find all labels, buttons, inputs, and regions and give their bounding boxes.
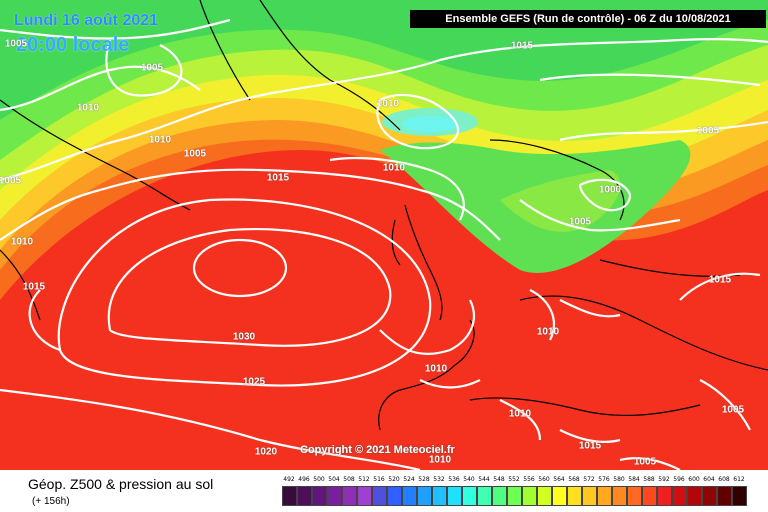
- scale-tick-label: 596: [673, 476, 685, 483]
- isobar-label: 1005: [696, 125, 720, 137]
- isobar-label: 1010: [148, 134, 172, 146]
- scale-color-box: [717, 486, 732, 506]
- isobar-label: 1000: [598, 184, 622, 196]
- isobar-label: 1015: [708, 274, 732, 286]
- scale-color-box: [417, 486, 432, 506]
- scale-tick-label: 516: [373, 476, 385, 483]
- scale-color-box: [567, 486, 582, 506]
- scale-tick-label: 560: [538, 476, 550, 483]
- scale-color-box: [492, 486, 507, 506]
- isobar-label: 1010: [376, 98, 400, 110]
- isobar-label: 1015: [266, 172, 290, 184]
- isobar-label: 1010: [536, 326, 560, 338]
- map-canvas: [0, 0, 768, 470]
- lead-time: (+ 156h): [32, 496, 70, 507]
- scale-color-box: [327, 486, 342, 506]
- scale-tick-label: 536: [448, 476, 460, 483]
- isobar-label: 1015: [578, 440, 602, 452]
- scale-tick-label: 600: [688, 476, 700, 483]
- scale-tick-label: 612: [733, 476, 745, 483]
- isobar-label: 1020: [254, 446, 278, 458]
- scale-color-box: [402, 486, 417, 506]
- isobar-label: 1010: [424, 363, 448, 375]
- isobar-label: 1010: [508, 408, 532, 420]
- copyright-notice: Copyright © 2021 Meteociel.fr: [300, 444, 455, 456]
- scale-color-box: [597, 486, 612, 506]
- scale-color-box: [342, 486, 357, 506]
- scale-tick-label: 556: [523, 476, 535, 483]
- isobar-label: 1005: [568, 216, 592, 228]
- scale-color-box: [522, 486, 537, 506]
- isobar-label: 1030: [232, 331, 256, 343]
- isobar-label: 1015: [510, 40, 534, 52]
- scale-color-box: [552, 486, 567, 506]
- scale-tick-label: 580: [613, 476, 625, 483]
- scale-tick-label: 576: [598, 476, 610, 483]
- scale-color-box: [447, 486, 462, 506]
- scale-color-box: [687, 486, 702, 506]
- scale-color-box: [387, 486, 402, 506]
- isobar-label: 1010: [76, 102, 100, 114]
- scale-color-box: [432, 486, 447, 506]
- isobar-label: 1005: [633, 456, 657, 468]
- scale-color-box: [297, 486, 312, 506]
- scale-tick-label: 532: [433, 476, 445, 483]
- scale-color-box: [702, 486, 717, 506]
- scale-tick-label: 584: [628, 476, 640, 483]
- scale-tick-label: 568: [568, 476, 580, 483]
- scale-color-box: [612, 486, 627, 506]
- isobar-label: 1005: [721, 404, 745, 416]
- scale-tick-label: 496: [298, 476, 310, 483]
- scale-tick-label: 524: [403, 476, 415, 483]
- scale-color-box: [672, 486, 687, 506]
- forecast-date: Lundi 16 août 2021: [14, 12, 159, 29]
- parameter-title: Géop. Z500 & pression au sol: [28, 476, 214, 492]
- scale-color-box: [372, 486, 387, 506]
- scale-tick-label: 540: [463, 476, 475, 483]
- scale-tick-label: 548: [493, 476, 505, 483]
- isobar-label: 1005: [140, 62, 164, 74]
- scale-tick-label: 508: [343, 476, 355, 483]
- run-info-banner: Ensemble GEFS (Run de contrôle) - 06 Z d…: [410, 10, 766, 28]
- scale-tick-label: 572: [583, 476, 595, 483]
- isobar-label: 1005: [0, 175, 22, 187]
- scale-tick-label: 564: [553, 476, 565, 483]
- scale-color-box: [627, 486, 642, 506]
- scale-color-box: [642, 486, 657, 506]
- scale-color-box: [537, 486, 552, 506]
- scale-tick-label: 608: [718, 476, 730, 483]
- isobar-label: 1025: [242, 376, 266, 388]
- scale-color-box: [357, 486, 372, 506]
- weather-map: Lundi 16 août 2021 20:00 locale Ensemble…: [0, 0, 768, 470]
- scale-color-box: [657, 486, 672, 506]
- scale-color-box: [282, 486, 297, 506]
- scale-tick-label: 512: [358, 476, 370, 483]
- isobar-label: 1010: [428, 454, 452, 466]
- scale-color-box: [732, 486, 747, 506]
- color-scale: 492 496 500 504 508 512 516 520 524 528 532 536 540 5…: [282, 476, 752, 510]
- isobar-label: 1010: [382, 162, 406, 174]
- scale-tick-label: 604: [703, 476, 715, 483]
- legend-footer: Géop. Z500 & pression au sol (+ 156h) 49…: [0, 470, 768, 512]
- scale-color-box: [462, 486, 477, 506]
- scale-tick-label: 528: [418, 476, 430, 483]
- forecast-local-time: 20:00 locale: [16, 34, 130, 56]
- scale-tick-label: 500: [313, 476, 325, 483]
- scale-color-box: [507, 486, 522, 506]
- scale-tick-label: 520: [388, 476, 400, 483]
- scale-tick-label: 588: [643, 476, 655, 483]
- isobar-label: 1005: [4, 38, 28, 50]
- scale-tick-label: 504: [328, 476, 340, 483]
- scale-color-box: [312, 486, 327, 506]
- scale-tick-label: 592: [658, 476, 670, 483]
- scale-tick-label: 492: [283, 476, 295, 483]
- isobar-label: 1010: [10, 236, 34, 248]
- scale-tick-label: 544: [478, 476, 490, 483]
- isobar-label: 1005: [183, 148, 207, 160]
- scale-color-box: [582, 486, 597, 506]
- isobar-label: 1015: [22, 281, 46, 293]
- scale-tick-label: 552: [508, 476, 520, 483]
- scale-color-box: [477, 486, 492, 506]
